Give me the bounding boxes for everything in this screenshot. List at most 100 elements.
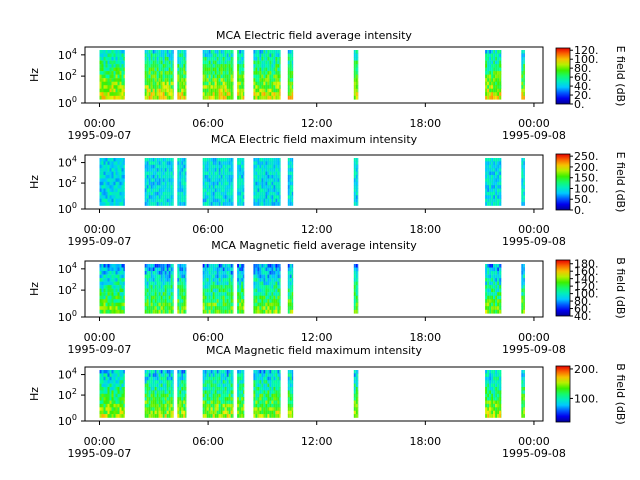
- data-segment: [287, 158, 294, 206]
- data-segment: [202, 264, 234, 314]
- colorbar-label: E field (dB): [614, 152, 627, 213]
- data-segment: [144, 50, 174, 100]
- x-tick-label: 06:00: [192, 117, 224, 130]
- data-segment: [253, 370, 281, 418]
- data-segment: [202, 158, 234, 206]
- x-tick-label: 00:00: [518, 435, 550, 448]
- colorbar-tick-label: 200.: [574, 161, 599, 174]
- panel-title: MCA Electric field maximum intensity: [211, 133, 418, 146]
- data-segment: [99, 264, 125, 314]
- x-tick-label: 06:00: [192, 331, 224, 344]
- x-tick-label: 00:00: [84, 223, 116, 236]
- x-tick-date: 1995-09-07: [68, 235, 132, 248]
- colorbar-tick-label: 120.: [574, 44, 599, 57]
- data-segment: [485, 264, 502, 314]
- y-tick-label: 104: [58, 155, 77, 170]
- panel-title: MCA Magnetic field average intensity: [211, 239, 417, 252]
- x-tick-date: 1995-09-08: [502, 447, 566, 460]
- data-segment: [253, 158, 281, 206]
- data-segment: [521, 370, 525, 418]
- data-segment: [144, 264, 174, 314]
- data-segment: [202, 50, 234, 100]
- y-tick-label: 104: [58, 47, 77, 62]
- colorbar-label: B field (dB): [614, 257, 627, 318]
- data-segment: [521, 50, 525, 100]
- colorbar-tick-label: 250.: [574, 150, 599, 163]
- y-axis-label: Hz: [28, 387, 41, 401]
- spectrogram-panel: MCA Electric field average intensity Hz 10…: [28, 29, 627, 142]
- spectrogram-panel: MCA Magnetic field average intensity Hz 10…: [28, 239, 627, 356]
- data-segment: [237, 264, 245, 314]
- data-segment: [177, 264, 187, 314]
- x-tick-label: 12:00: [301, 223, 333, 236]
- colorbar-tick-label: 150.: [574, 172, 599, 185]
- data-segment: [99, 50, 125, 100]
- data-segment: [177, 50, 187, 100]
- data-segment: [237, 158, 245, 206]
- data-segment: [287, 50, 294, 100]
- x-tick-label: 18:00: [409, 223, 441, 236]
- y-tick-label: 104: [58, 367, 77, 382]
- colorbar-tick-label: 160.: [574, 265, 599, 278]
- data-segment: [177, 158, 187, 206]
- data-segment: [237, 50, 245, 100]
- y-tick-label: 100: [58, 413, 77, 428]
- data-segment: [202, 370, 234, 418]
- spectrogram-panel: MCA Electric field maximum intensity Hz 10…: [28, 133, 627, 248]
- data-segment: [144, 158, 174, 206]
- y-tick-label: 102: [58, 68, 77, 83]
- panel-title: MCA Magnetic field maximum intensity: [206, 344, 422, 357]
- colorbar-tick-label: 180.: [574, 258, 599, 271]
- x-tick-label: 12:00: [301, 117, 333, 130]
- x-tick-label: 18:00: [409, 435, 441, 448]
- colorbar-tick-label: 20.: [574, 89, 592, 102]
- x-tick-label: 18:00: [409, 331, 441, 344]
- data-segment: [353, 158, 359, 206]
- x-tick-label: 18:00: [409, 117, 441, 130]
- data-segment: [353, 50, 359, 100]
- spectrogram-panel: MCA Magnetic field maximum intensity Hz 10…: [28, 344, 627, 460]
- y-axis-label: Hz: [28, 282, 41, 296]
- colorbar-tick-label: 40.: [574, 310, 592, 323]
- x-tick-label: 00:00: [84, 117, 116, 130]
- x-tick-label: 06:00: [192, 435, 224, 448]
- x-tick-label: 06:00: [192, 223, 224, 236]
- colorbar-tick-label: 80.: [574, 62, 592, 75]
- colorbar: 0.20.40.60.80.100.120. E field (dB): [555, 44, 627, 111]
- colorbar-tick-label: 60.: [574, 71, 592, 84]
- plot-frame: [84, 154, 544, 210]
- panel-title: MCA Electric field average intensity: [216, 29, 412, 42]
- y-axis-label: Hz: [28, 68, 41, 82]
- colorbar: 40.60.80.100.120.140.160.180. B field (dB…: [555, 257, 627, 323]
- data-segment: [485, 50, 502, 100]
- colorbar: 0.50.100.150.200.250. E field (dB): [555, 150, 627, 217]
- data-segment: [177, 370, 187, 418]
- data-segment: [353, 264, 359, 314]
- x-tick-label: 00:00: [84, 435, 116, 448]
- data-segment: [253, 264, 281, 314]
- x-tick-label: 00:00: [518, 117, 550, 130]
- x-tick-label: 12:00: [301, 331, 333, 344]
- x-tick-label: 00:00: [518, 331, 550, 344]
- data-segment: [521, 158, 525, 206]
- colorbar-tick-label: 100.: [574, 392, 599, 405]
- colorbar-tick-label: 40.: [574, 80, 592, 93]
- x-tick-date: 1995-09-08: [502, 129, 566, 142]
- x-tick-date: 1995-09-07: [68, 343, 132, 356]
- colorbar-tick-label: 50.: [574, 193, 592, 206]
- x-tick-label: 00:00: [84, 331, 116, 344]
- plot-frame: [84, 46, 544, 104]
- colorbar-tick-label: 100.: [574, 288, 599, 301]
- colorbar-tick-label: 80.: [574, 295, 592, 308]
- plot-frame: [84, 366, 544, 422]
- x-tick-date: 1995-09-07: [68, 129, 132, 142]
- colorbar-tick-label: 120.: [574, 280, 599, 293]
- data-segment: [521, 264, 525, 314]
- colorbar-tick-label: 140.: [574, 273, 599, 286]
- y-axis-label: Hz: [28, 175, 41, 189]
- colorbar-tick-label: 0.: [574, 98, 585, 111]
- data-segment: [287, 370, 294, 418]
- y-tick-label: 102: [58, 282, 77, 297]
- data-segment: [237, 370, 245, 418]
- data-segment: [253, 50, 281, 100]
